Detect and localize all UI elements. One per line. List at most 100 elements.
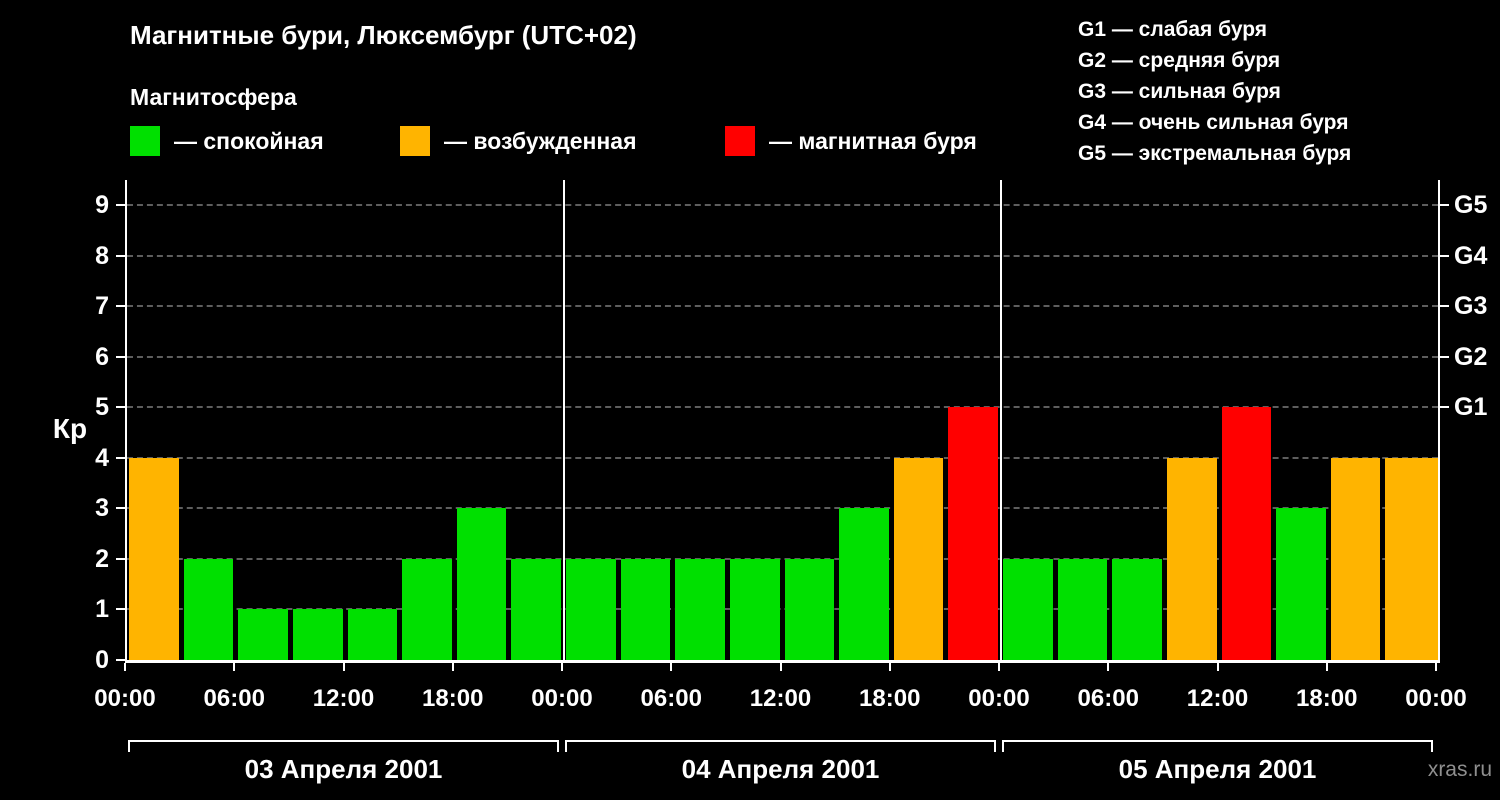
kp-bar xyxy=(1003,558,1053,660)
kp-bar-partial xyxy=(1425,457,1438,660)
ytick-label-8: 8 xyxy=(95,241,109,270)
xtick-label: 12:00 xyxy=(1186,685,1249,712)
xtick-label: 18:00 xyxy=(859,685,921,712)
xtick-label: 00:00 xyxy=(94,685,156,712)
ytick-mark xyxy=(116,305,125,308)
xtick-label: 12:00 xyxy=(312,685,375,712)
legend-item-storm: — магнитная буря xyxy=(725,126,977,156)
xtick-mark xyxy=(233,663,236,671)
date-bracket-cap xyxy=(1431,740,1433,752)
date-bracket-cap xyxy=(128,740,130,752)
y-axis-label: Кр xyxy=(52,413,88,444)
xtick-mark xyxy=(1216,663,1219,671)
ytick-mark xyxy=(116,659,125,661)
rtick-label-g1: G1 xyxy=(1454,393,1488,422)
legend-item-label: — возбужденная xyxy=(444,127,637,154)
xtick-mark xyxy=(1325,663,1328,671)
kp-bar xyxy=(511,558,561,660)
kp-bar xyxy=(784,558,835,660)
rtick-mark xyxy=(1440,305,1449,308)
ytick-label-6: 6 xyxy=(95,342,109,371)
plot-area xyxy=(125,180,1440,663)
gridline-kp-6 xyxy=(127,355,1438,358)
ytick-mark xyxy=(116,406,125,409)
xtick-label: 06:00 xyxy=(203,685,265,712)
xtick-label: 00:00 xyxy=(968,685,1030,712)
date-bracket-line xyxy=(1002,740,1433,742)
date-label: 05 Апреля 2001 xyxy=(1118,754,1317,784)
xtick-mark xyxy=(124,663,126,671)
watermark: xras.ru xyxy=(1427,758,1492,781)
kp-bar xyxy=(292,609,343,660)
xtick-mark xyxy=(779,663,782,671)
ytick-mark xyxy=(116,204,125,207)
g-scale-line-g4: G4 — очень сильная буря xyxy=(1078,111,1349,134)
date-bracket-cap xyxy=(557,740,559,752)
ytick-label-3: 3 xyxy=(95,494,109,523)
g-scale-legend: G1 — слабая буря G2 — средняя буря G3 — … xyxy=(1078,14,1351,169)
kp-bar xyxy=(347,609,398,660)
date-label: 04 Апреля 2001 xyxy=(681,754,880,784)
date-bracket-cap xyxy=(994,740,996,752)
kp-bar xyxy=(1276,508,1326,660)
y-axis: 0 1 2 3 4 5 6 7 8 9 xyxy=(0,180,125,674)
xtick-label: 00:00 xyxy=(531,685,593,712)
date-brackets: 03 Апреля 2001 04 Апреля 2001 05 Апреля 20… xyxy=(125,740,1440,798)
xtick-mark xyxy=(342,663,345,671)
gridline-kp-5 xyxy=(127,406,1438,409)
gridline-kp-1 xyxy=(127,608,1438,611)
ytick-mark xyxy=(116,355,125,358)
rtick-mark xyxy=(1440,406,1449,409)
gridline-kp-3 xyxy=(127,507,1438,510)
rtick-label-g4: G4 xyxy=(1454,241,1488,270)
legend-item-excited: — возбужденная xyxy=(400,126,637,156)
rtick-label-g3: G3 xyxy=(1454,292,1488,321)
kp-bar xyxy=(729,558,780,660)
rtick-label-g2: G2 xyxy=(1454,342,1488,371)
xtick-label: 18:00 xyxy=(422,685,484,712)
xtick-mark xyxy=(1107,663,1110,671)
date-bracket-cap xyxy=(565,740,567,752)
xtick-mark xyxy=(451,663,454,671)
legend-item-label: — магнитная буря xyxy=(769,127,977,154)
xtick-mark xyxy=(670,663,673,671)
xtick-label: 18:00 xyxy=(1296,685,1358,712)
gridline-kp-9 xyxy=(127,204,1438,207)
kp-bar xyxy=(620,558,671,660)
kp-bar xyxy=(238,609,288,660)
kp-bar xyxy=(1221,407,1272,660)
xtick-label: 00:00 xyxy=(1405,685,1467,712)
gridline-kp-4 xyxy=(127,456,1438,459)
kp-bar xyxy=(948,407,998,660)
rtick-mark xyxy=(1440,355,1449,358)
ytick-label-0: 0 xyxy=(95,646,109,674)
ytick-label-4: 4 xyxy=(95,443,109,472)
date-label: 03 Апреля 2001 xyxy=(244,754,443,784)
xtick-mark xyxy=(998,663,1000,671)
storm-color-swatch xyxy=(725,126,755,156)
kp-bar xyxy=(675,558,725,660)
kp-bar xyxy=(1166,457,1217,660)
xtick-mark xyxy=(1435,663,1437,671)
kp-bar xyxy=(402,558,452,660)
ytick-label-1: 1 xyxy=(95,595,109,624)
ytick-mark xyxy=(116,254,125,257)
plot-inner xyxy=(127,180,1438,660)
xtick-label: 06:00 xyxy=(1077,685,1139,712)
kp-bar xyxy=(129,457,179,660)
ytick-label-2: 2 xyxy=(95,544,109,573)
rtick-mark xyxy=(1440,204,1449,207)
xtick-label: 06:00 xyxy=(640,685,702,712)
kp-bar xyxy=(183,558,234,660)
xtick-label: 12:00 xyxy=(749,685,812,712)
gridline-kp-7 xyxy=(127,305,1438,308)
kp-bar xyxy=(839,508,889,660)
legend-item-quiet: — спокойная xyxy=(130,126,324,156)
quiet-color-swatch xyxy=(130,126,160,156)
excited-color-swatch xyxy=(400,126,430,156)
ytick-label-9: 9 xyxy=(95,191,109,220)
legend-item-label: — спокойная xyxy=(174,127,324,154)
kp-bar xyxy=(456,508,507,660)
date-bracket-cap xyxy=(1002,740,1004,752)
kp-bar xyxy=(1330,457,1381,660)
